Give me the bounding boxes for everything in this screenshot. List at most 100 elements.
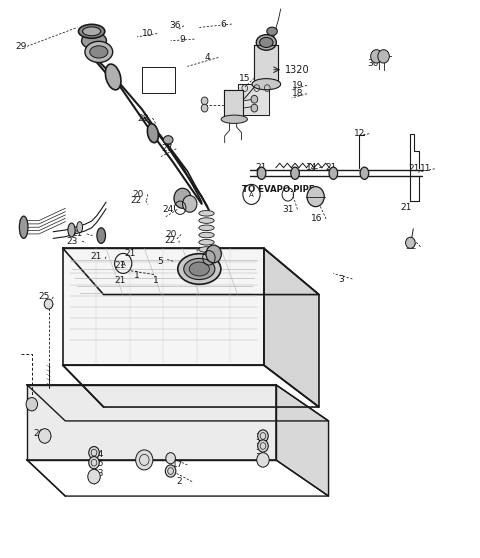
Ellipse shape — [147, 124, 158, 143]
Text: 3: 3 — [338, 275, 344, 283]
Polygon shape — [224, 90, 243, 119]
Ellipse shape — [199, 210, 214, 216]
Text: 14: 14 — [306, 162, 317, 172]
Ellipse shape — [199, 225, 214, 230]
Text: 27: 27 — [161, 145, 172, 153]
Circle shape — [89, 456, 99, 469]
Text: A: A — [249, 192, 254, 198]
Text: 34: 34 — [255, 433, 267, 442]
Text: 15: 15 — [239, 74, 251, 83]
Ellipse shape — [82, 32, 107, 49]
Text: 33: 33 — [255, 453, 267, 461]
Text: 21: 21 — [124, 249, 135, 258]
Circle shape — [38, 429, 51, 443]
Polygon shape — [63, 248, 319, 295]
Text: 7: 7 — [191, 259, 197, 268]
Ellipse shape — [189, 262, 209, 276]
Circle shape — [371, 50, 382, 63]
Ellipse shape — [256, 35, 276, 50]
Circle shape — [174, 188, 191, 208]
Text: 21: 21 — [408, 164, 420, 174]
Circle shape — [257, 453, 269, 467]
Circle shape — [378, 50, 389, 63]
Text: 11: 11 — [420, 164, 431, 174]
Text: 21: 21 — [325, 162, 336, 172]
Text: TO EVAPO.PIPE: TO EVAPO.PIPE — [242, 185, 315, 194]
Ellipse shape — [163, 136, 173, 144]
Ellipse shape — [199, 247, 214, 252]
Text: 1: 1 — [153, 276, 159, 285]
Text: 6: 6 — [220, 20, 226, 28]
Circle shape — [251, 104, 258, 112]
Ellipse shape — [77, 222, 83, 233]
Ellipse shape — [78, 25, 105, 39]
Text: 28: 28 — [137, 114, 148, 123]
Circle shape — [201, 104, 208, 112]
Polygon shape — [264, 248, 319, 407]
Polygon shape — [254, 45, 278, 84]
Text: 21: 21 — [255, 162, 267, 172]
Ellipse shape — [199, 218, 214, 223]
Text: 21: 21 — [400, 203, 412, 212]
Text: 21: 21 — [115, 276, 126, 285]
Polygon shape — [238, 84, 269, 115]
Ellipse shape — [90, 46, 108, 58]
Text: 29: 29 — [15, 42, 26, 51]
Circle shape — [258, 440, 268, 452]
Text: 21: 21 — [91, 252, 102, 261]
Text: 21: 21 — [115, 261, 126, 270]
Text: 20: 20 — [166, 230, 177, 239]
Ellipse shape — [19, 216, 28, 238]
Text: 22: 22 — [164, 236, 175, 245]
Text: 17: 17 — [172, 460, 183, 469]
Ellipse shape — [83, 27, 101, 36]
Ellipse shape — [267, 27, 277, 36]
Polygon shape — [276, 385, 328, 496]
Circle shape — [251, 95, 258, 103]
Text: 19: 19 — [292, 81, 303, 90]
Text: 25: 25 — [38, 292, 49, 301]
Circle shape — [89, 446, 99, 459]
Ellipse shape — [68, 223, 75, 237]
Ellipse shape — [257, 167, 266, 179]
Polygon shape — [27, 385, 276, 460]
Text: 1320: 1320 — [285, 65, 309, 75]
Text: 33: 33 — [93, 469, 104, 478]
Circle shape — [307, 186, 324, 206]
Text: 23: 23 — [67, 237, 78, 246]
Text: 32: 32 — [405, 242, 417, 251]
Text: 12: 12 — [354, 129, 365, 138]
Text: 31: 31 — [282, 205, 294, 214]
Ellipse shape — [221, 115, 247, 123]
Text: 35: 35 — [93, 459, 104, 468]
Polygon shape — [63, 248, 264, 365]
Circle shape — [166, 453, 175, 464]
Circle shape — [406, 237, 415, 248]
Circle shape — [26, 397, 37, 411]
Text: 18: 18 — [292, 89, 303, 98]
Text: 10: 10 — [143, 29, 154, 38]
Text: 5: 5 — [157, 257, 163, 266]
Circle shape — [258, 430, 268, 442]
Ellipse shape — [85, 41, 113, 62]
Text: 2: 2 — [177, 477, 182, 486]
Circle shape — [165, 465, 176, 477]
Polygon shape — [27, 385, 328, 421]
Text: 1: 1 — [134, 271, 140, 280]
Text: 20: 20 — [132, 190, 144, 199]
Text: 16: 16 — [311, 214, 323, 223]
Text: 30: 30 — [367, 59, 378, 68]
Ellipse shape — [199, 232, 214, 238]
Text: 34: 34 — [93, 450, 104, 459]
Circle shape — [44, 299, 53, 309]
Ellipse shape — [178, 254, 221, 284]
Text: 35: 35 — [255, 442, 267, 451]
Text: 36: 36 — [169, 21, 180, 30]
Ellipse shape — [260, 37, 273, 47]
Ellipse shape — [97, 228, 106, 243]
Circle shape — [201, 97, 208, 105]
Circle shape — [136, 450, 153, 470]
Ellipse shape — [291, 167, 300, 179]
Ellipse shape — [360, 167, 369, 179]
Circle shape — [206, 245, 221, 263]
